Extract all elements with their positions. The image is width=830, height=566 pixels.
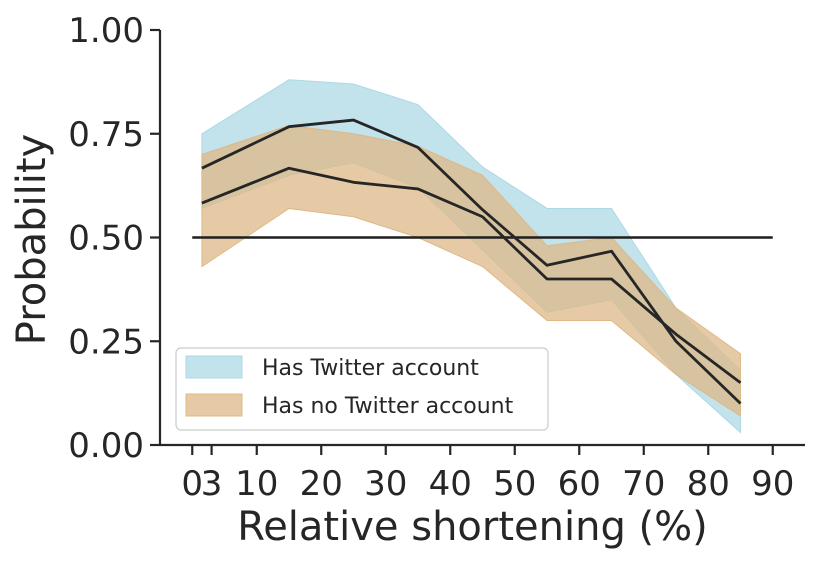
x-tick-label: 50 bbox=[493, 464, 536, 504]
legend-box bbox=[175, 347, 549, 431]
x-tick-label: 10 bbox=[235, 464, 278, 504]
mean-line-no-twitter bbox=[201, 166, 742, 384]
x-tick-label: 30 bbox=[364, 464, 407, 504]
x-tick-label: 40 bbox=[429, 464, 472, 504]
legend-swatch bbox=[185, 355, 243, 379]
legend: Has Twitter account Has no Twitter accoun… bbox=[175, 347, 549, 431]
mean-line-twitter bbox=[201, 118, 742, 405]
x-tick-label: 80 bbox=[687, 464, 730, 504]
x-tick-label: 3 bbox=[201, 464, 223, 504]
y-tick-label: 0.50 bbox=[68, 219, 144, 259]
x-tick-label: 90 bbox=[751, 464, 794, 504]
y-tick-label: 1.00 bbox=[68, 11, 144, 51]
y-axis-title: Probability bbox=[9, 134, 55, 345]
x-tick-label: 20 bbox=[300, 464, 343, 504]
y-tick-label: 0.75 bbox=[68, 115, 144, 155]
x-axis-title: Relative shortening (%) bbox=[237, 504, 708, 550]
x-tick-label: 0 bbox=[181, 464, 203, 504]
y-tick-label: 0.00 bbox=[68, 426, 144, 466]
x-tick-label: 70 bbox=[622, 464, 665, 504]
legend-label: Has no Twitter account bbox=[262, 394, 514, 419]
series-lines bbox=[192, 118, 773, 405]
legend-swatch bbox=[185, 393, 243, 417]
y-tick-label: 0.25 bbox=[68, 322, 144, 362]
legend-label: Has Twitter account bbox=[262, 356, 479, 381]
axes: 0.00 0.25 0.50 0.75 1.00 03 10 20 30 40 50 60 70 80 90… bbox=[9, 11, 805, 550]
x-tick-label: 60 bbox=[558, 464, 601, 504]
